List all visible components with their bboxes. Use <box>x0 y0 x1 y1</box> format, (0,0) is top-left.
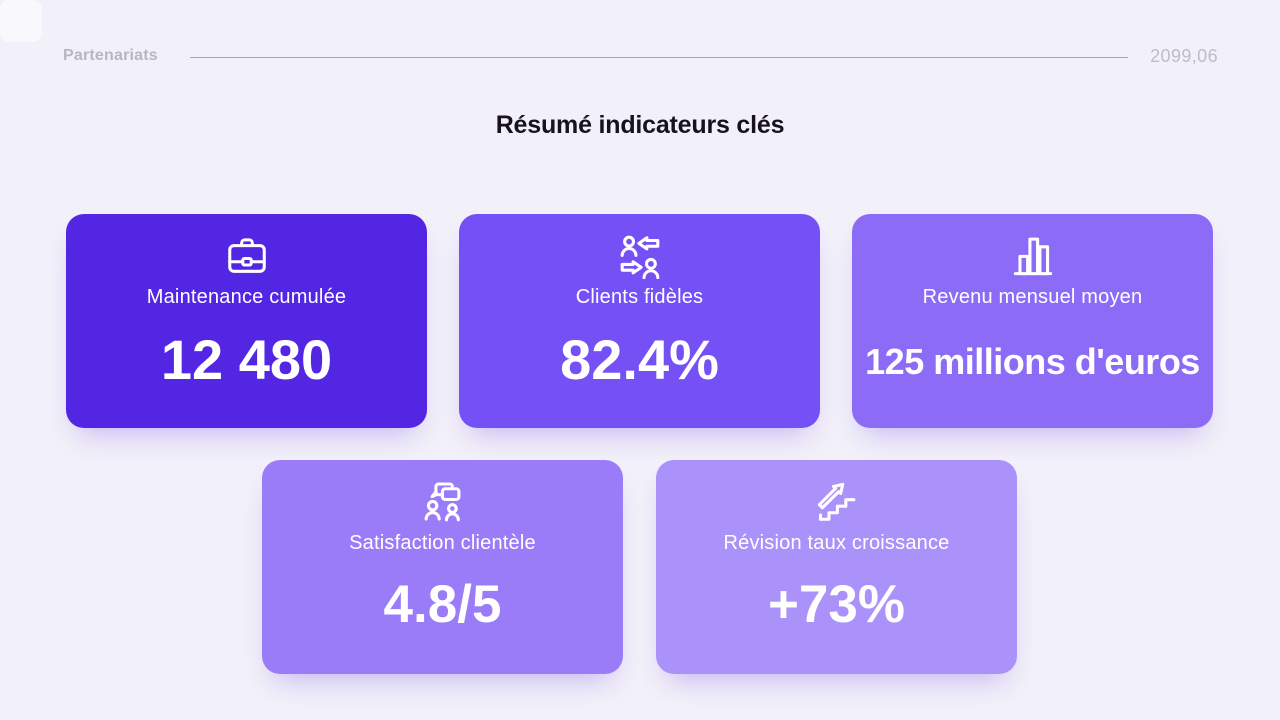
bar-chart-icon <box>1010 233 1056 279</box>
breadcrumb-section-label: Partenariats <box>63 47 158 64</box>
customer-chat-icon <box>420 479 466 525</box>
kpi-label: Clients fidèles <box>575 286 704 308</box>
kpi-card-clients-fideles: Clients fidèles 82.4% <box>459 214 820 428</box>
header-value: 2099,06 <box>1150 46 1218 66</box>
kpi-card-croissance: Révision taux croissance +73% <box>656 460 1017 674</box>
corner-chip <box>0 0 42 42</box>
kpi-label: Satisfaction clientèle <box>349 532 536 554</box>
kpi-value: +73% <box>767 575 906 634</box>
kpi-label: Révision taux croissance <box>723 532 950 554</box>
kpi-value: 125 millions d'euros <box>865 341 1200 382</box>
header-divider-line <box>190 57 1128 58</box>
kpi-label: Maintenance cumulée <box>146 286 347 308</box>
briefcase-icon <box>224 233 270 279</box>
kpi-value: 4.8/5 <box>383 575 502 634</box>
kpi-value: 12 480 <box>160 328 333 391</box>
kpi-card-maintenance: Maintenance cumulée 12 480 <box>66 214 427 428</box>
growth-stairs-icon <box>814 479 860 525</box>
kpi-value: 82.4% <box>560 328 719 391</box>
kpi-card-revenu: Revenu mensuel moyen 125 millions d'euro… <box>852 214 1213 428</box>
kpi-card-satisfaction: Satisfaction clientèle 4.8/5 <box>262 460 623 674</box>
customer-exchange-icon <box>617 233 663 279</box>
page-title: Résumé indicateurs clés <box>495 111 785 139</box>
kpi-label: Revenu mensuel moyen <box>922 286 1143 308</box>
